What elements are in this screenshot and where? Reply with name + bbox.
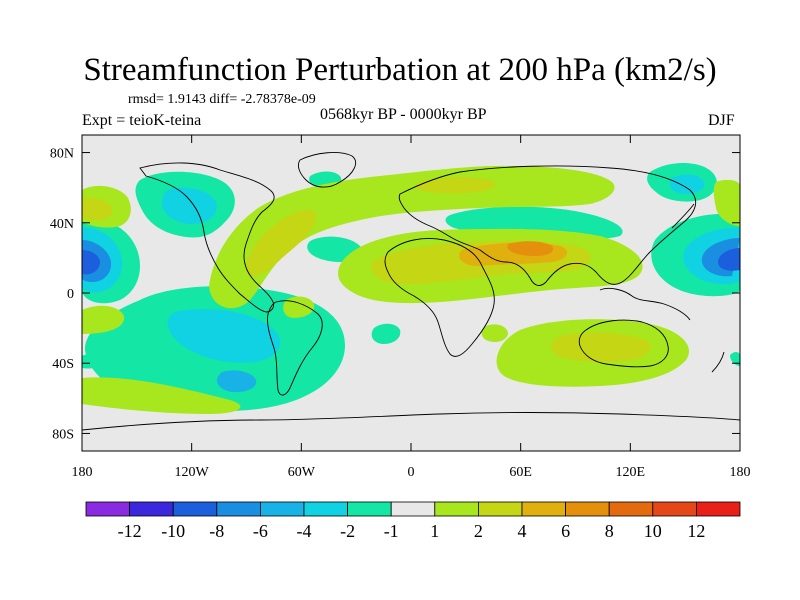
colorbar-swatch <box>565 501 610 517</box>
colorbar-label: -4 <box>297 521 312 541</box>
contour-atl-south-low <box>371 323 401 344</box>
contour-north-america-core <box>245 209 317 276</box>
contour-arabia-core <box>507 241 554 256</box>
x-tick-label: 60W <box>288 465 316 480</box>
colorbar-swatch <box>85 501 130 517</box>
contour-nw-pacific-high <box>713 179 740 226</box>
x-axis: 180 120W 60W 0 60E 120E 180 <box>72 135 751 480</box>
x-tick-label: 180 <box>730 465 751 480</box>
contour-north-band-2b <box>82 197 113 220</box>
y-tick-label: 40N <box>50 217 74 232</box>
colorbar-swatch <box>216 501 261 517</box>
colorbar-swatch <box>608 501 654 517</box>
y-tick-label: 0 <box>67 287 74 302</box>
colorbar-swatch <box>696 501 741 517</box>
contour-sa-inner <box>217 370 257 393</box>
colorbar-swatch <box>434 501 479 517</box>
y-tick-label: 80N <box>50 147 74 162</box>
contour-fills <box>82 163 740 414</box>
colorbar-label: 8 <box>605 521 614 541</box>
colorbar-swatch <box>477 501 523 517</box>
colorbar-swatch <box>172 501 218 517</box>
colorbar: -12 -10 -8 -6 -4 -2 -1 1 2 4 6 8 10 12 <box>85 501 741 541</box>
experiment-label: Expt = teioK-teina <box>82 112 202 129</box>
colorbar-swatch <box>303 501 348 517</box>
contour-nw-pacific-core <box>669 174 705 194</box>
coastline-new-zealand <box>711 351 725 373</box>
x-tick-label: 120W <box>175 465 210 480</box>
contour-south-band <box>82 305 125 334</box>
contour-far-east-south <box>730 352 740 366</box>
contour-west-pacific-core <box>82 250 100 275</box>
colorbar-label: -8 <box>209 521 224 541</box>
coastline-antarctica <box>82 412 740 431</box>
colorbar-label: 2 <box>474 521 483 541</box>
colorbar-label: 6 <box>561 521 570 541</box>
x-tick-label: 60E <box>509 465 532 480</box>
contour-eurasia-high <box>415 177 495 194</box>
contour-sa-east-high <box>283 296 315 318</box>
colorbar-label: 1 <box>430 521 439 541</box>
colorbar-label: -12 <box>118 521 142 541</box>
colorbar-label: -6 <box>253 521 268 541</box>
season-label: DJF <box>708 112 735 129</box>
period-label: 0568kyr BP - 0000kyr BP <box>320 106 487 123</box>
colorbar-label: -2 <box>340 521 355 541</box>
coastline-australia <box>578 319 669 368</box>
contour-north-pacific-core <box>162 187 217 224</box>
contour-south-america-low <box>167 308 281 363</box>
colorbar-label: -10 <box>161 521 185 541</box>
y-axis: 80N 40N 0 40S 80S <box>50 147 740 442</box>
colorbar-swatch <box>347 501 392 517</box>
contour-west-south <box>82 353 104 369</box>
contour-antarctic-high <box>82 377 241 414</box>
coastline-se-asia-islands <box>599 287 691 321</box>
chart-title: Streamfunction Perturbation at 200 hPa (… <box>83 52 717 88</box>
colorbar-label: 4 <box>518 521 527 541</box>
colorbar-swatch <box>390 501 436 517</box>
map-plot-area: 180 120W 60W 0 60E 120E 180 80N 40N 0 40S 80S <box>50 134 751 480</box>
colorbar-label: 10 <box>644 521 662 541</box>
contour-australia-core <box>551 332 651 363</box>
coastline-north-america <box>139 162 275 313</box>
coastline-europe-asia <box>398 165 697 286</box>
coastline-south-america <box>267 300 323 396</box>
colorbar-swatch <box>129 501 174 517</box>
stats-line: rmsd= 1.9143 diff= -2.78378e-09 <box>128 92 316 107</box>
coastline-japan <box>671 203 695 229</box>
x-tick-label: 0 <box>408 465 415 480</box>
colorbar-label: 12 <box>687 521 705 541</box>
coastline-africa <box>384 238 495 357</box>
x-tick-label: 120E <box>616 465 646 480</box>
contour-indian-south-high <box>481 324 508 342</box>
y-tick-label: 80S <box>52 427 74 442</box>
colorbar-swatch <box>652 501 697 517</box>
x-tick-label: 180 <box>72 465 93 480</box>
colorbar-swatch <box>521 501 566 517</box>
contour-north-america-high <box>209 165 615 309</box>
y-tick-label: 40S <box>52 357 74 372</box>
contour-east-pacific-core <box>718 248 740 271</box>
coastlines <box>82 152 740 431</box>
coastline-greenland <box>297 152 356 188</box>
colorbar-swatch <box>259 501 305 517</box>
colorbar-label: -1 <box>384 521 399 541</box>
